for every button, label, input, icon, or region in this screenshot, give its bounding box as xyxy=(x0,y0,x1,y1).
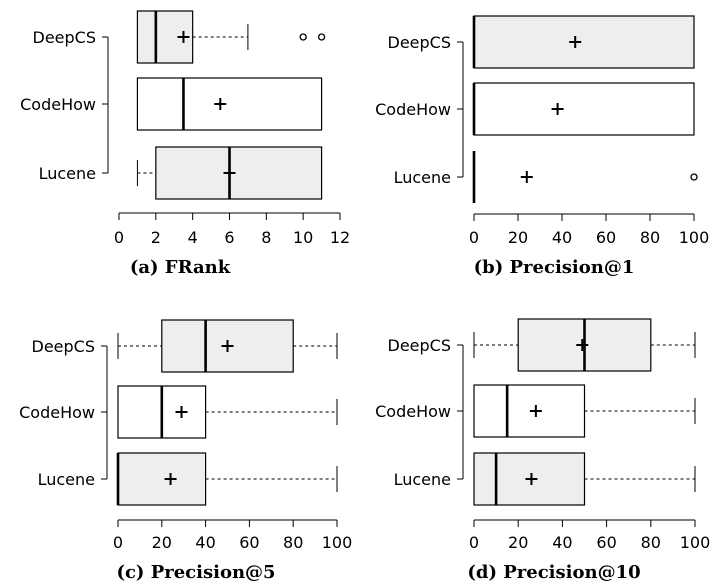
panel-1-deepcs-label: DeepCS xyxy=(33,28,97,47)
panel-2-xtick-label-0: 0 xyxy=(469,228,479,247)
panel-3-caption: (c) Precision@5 xyxy=(116,562,275,583)
panel-1-xtick-label-2: 4 xyxy=(188,228,198,247)
panel-1-deepcs-outlier-0 xyxy=(299,33,307,41)
panel-2-xtick-label-4: 80 xyxy=(640,228,660,247)
panel-3-xtick-label-4: 80 xyxy=(283,533,303,552)
panel-2-codehow-mean xyxy=(551,103,564,115)
panel-4-caption: (d) Precision@10 xyxy=(467,562,640,583)
panel-2-xtick-label-1: 20 xyxy=(508,228,528,247)
panel-1-deepcs-mean xyxy=(177,31,190,43)
panel-1-codehow-label: CodeHow xyxy=(20,95,96,114)
panel-2-deepcs-mean xyxy=(569,36,582,48)
panel-1-caption: (a) FRank xyxy=(130,257,231,278)
panel-4-xtick-label-1: 20 xyxy=(508,533,528,552)
panel-1-codehow-box xyxy=(136,77,323,131)
panel-4-xtick-label-0: 0 xyxy=(469,533,479,552)
panel-3-xtick-label-2: 40 xyxy=(195,533,215,552)
panel-3-deepcs-label: DeepCS xyxy=(32,337,96,356)
panel-4-deepcs-mean xyxy=(576,339,589,351)
panel-1-lucene-mean xyxy=(223,167,236,179)
panel-1-xtick-label-4: 8 xyxy=(261,228,271,247)
panel-1-xtick-label-6: 12 xyxy=(330,228,350,247)
panel-1-lucene-box xyxy=(155,146,323,200)
panel-3-xtick-label-5: 100 xyxy=(322,533,353,552)
panel-4-xtick-label-3: 60 xyxy=(596,533,616,552)
panel-2-lucene-label: Lucene xyxy=(394,168,451,187)
panel-4-lucene-label: Lucene xyxy=(394,470,451,489)
panel-4-deepcs-label: DeepCS xyxy=(388,336,452,355)
panel-4-codehow-box xyxy=(473,384,586,438)
panel-2-caption: (b) Precision@1 xyxy=(474,257,635,278)
panel-4-xtick-label-2: 40 xyxy=(552,533,572,552)
panel-1-xtick-label-0: 0 xyxy=(114,228,124,247)
panel-3-deepcs-mean xyxy=(221,340,234,352)
panel-3-lucene-label: Lucene xyxy=(38,470,95,489)
panel-2-xtick-label-2: 40 xyxy=(552,228,572,247)
panel-3-lucene-mean xyxy=(164,473,177,485)
panel-2-xtick-label-5: 100 xyxy=(679,228,710,247)
panel-4-xtick-label-5: 100 xyxy=(680,533,711,552)
panel-2-deepcs-label: DeepCS xyxy=(388,33,452,52)
panel-2-lucene-outlier-0 xyxy=(690,173,698,181)
panel-3-codehow-label: CodeHow xyxy=(19,403,95,422)
panel-3-codehow-mean xyxy=(175,406,188,418)
panel-4-codehow-label: CodeHow xyxy=(375,402,451,421)
panel-4-lucene-mean xyxy=(525,473,538,485)
panel-3-xtick-label-0: 0 xyxy=(113,533,123,552)
panel-1-xtick-label-5: 10 xyxy=(293,228,313,247)
panel-2-lucene-mean xyxy=(520,171,533,183)
panel-2-codehow-box xyxy=(473,82,695,136)
panel-3-lucene-box xyxy=(117,452,207,506)
panel-2-codehow-label: CodeHow xyxy=(375,100,451,119)
panel-4-xtick-label-4: 80 xyxy=(641,533,661,552)
panel-1-xtick-label-3: 6 xyxy=(224,228,234,247)
panel-1-deepcs-outlier-1 xyxy=(317,33,326,41)
panel-3-xtick-label-3: 60 xyxy=(239,533,259,552)
panel-1-codehow-mean xyxy=(214,98,227,110)
panel-2-deepcs-box xyxy=(473,15,695,69)
panel-2-xtick-label-3: 60 xyxy=(596,228,616,247)
panel-1-lucene-label: Lucene xyxy=(39,164,96,183)
panel-3-xtick-label-1: 20 xyxy=(152,533,172,552)
panel-1-xtick-label-1: 2 xyxy=(151,228,161,247)
panel-4-codehow-mean xyxy=(529,405,542,417)
